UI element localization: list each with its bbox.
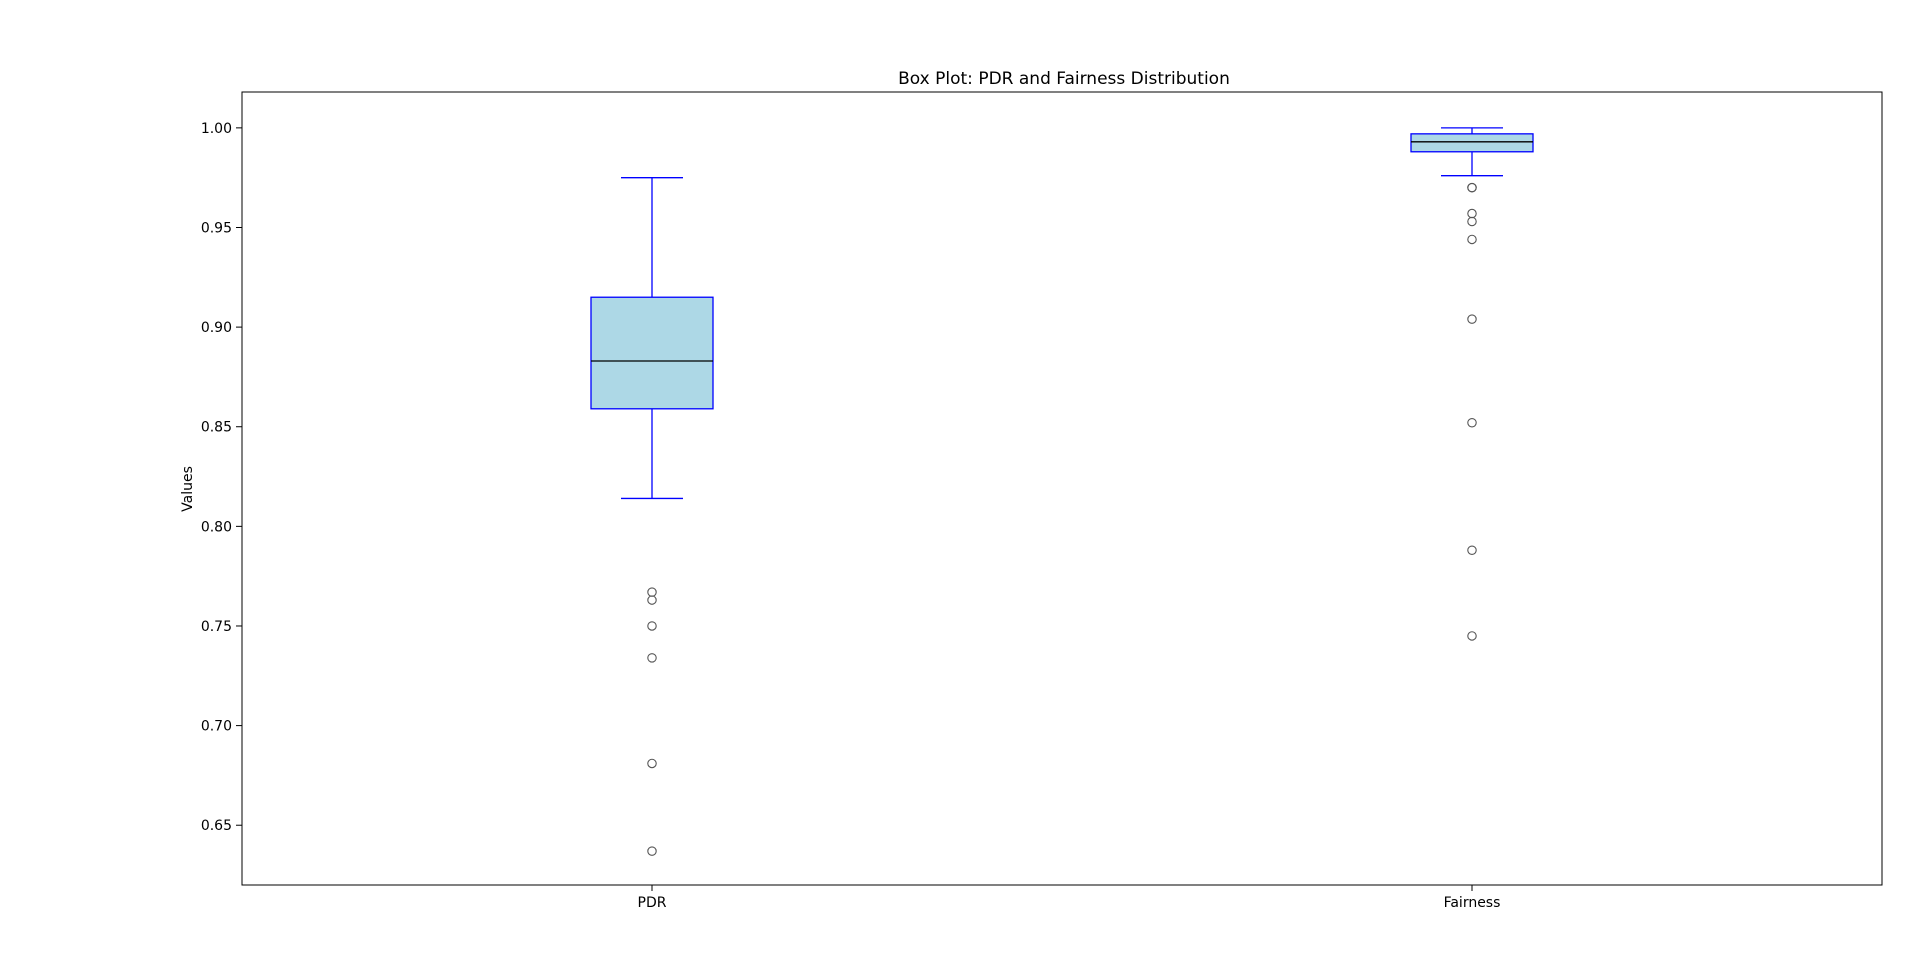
y-tick-label: 0.75 xyxy=(201,619,232,635)
y-tick-label: 0.95 xyxy=(201,220,232,236)
y-tick-label: 0.85 xyxy=(201,420,232,436)
outlier-point xyxy=(1467,216,1477,227)
plot-area: 0.65 0.70 0.75 0.80 0.85 0.90 0.95 1.00 PDR Fairn… xyxy=(201,91,1883,911)
y-tick-label: 0.90 xyxy=(201,320,232,336)
outlier-point xyxy=(1467,545,1477,556)
plot-frame xyxy=(241,91,1883,886)
chart-title: Box Plot: PDR and Fairness Distribution xyxy=(898,69,1230,89)
outlier-point xyxy=(1467,208,1477,219)
outlier-point xyxy=(647,595,657,605)
x-tick-label: PDR xyxy=(638,895,667,911)
y-axis-title: Values xyxy=(180,466,196,512)
iqr-box xyxy=(1410,133,1534,153)
outlier-point xyxy=(1467,234,1477,245)
outlier-point xyxy=(647,621,657,631)
outlier-point xyxy=(647,758,657,769)
y-tick-label: 0.70 xyxy=(201,719,232,735)
iqr-box xyxy=(590,296,714,410)
outlier-point xyxy=(1467,182,1477,193)
x-tick-label: Fairness xyxy=(1444,895,1501,911)
y-tick-label: 0.80 xyxy=(201,519,232,535)
outlier-point xyxy=(1467,631,1477,641)
y-tick-label: 0.65 xyxy=(201,818,232,834)
outlier-point xyxy=(647,846,657,856)
outlier-point xyxy=(647,587,657,597)
y-tick-label: 1.00 xyxy=(201,121,232,137)
outlier-point xyxy=(647,653,657,663)
outlier-point xyxy=(1467,314,1477,324)
outlier-point xyxy=(1467,417,1477,428)
